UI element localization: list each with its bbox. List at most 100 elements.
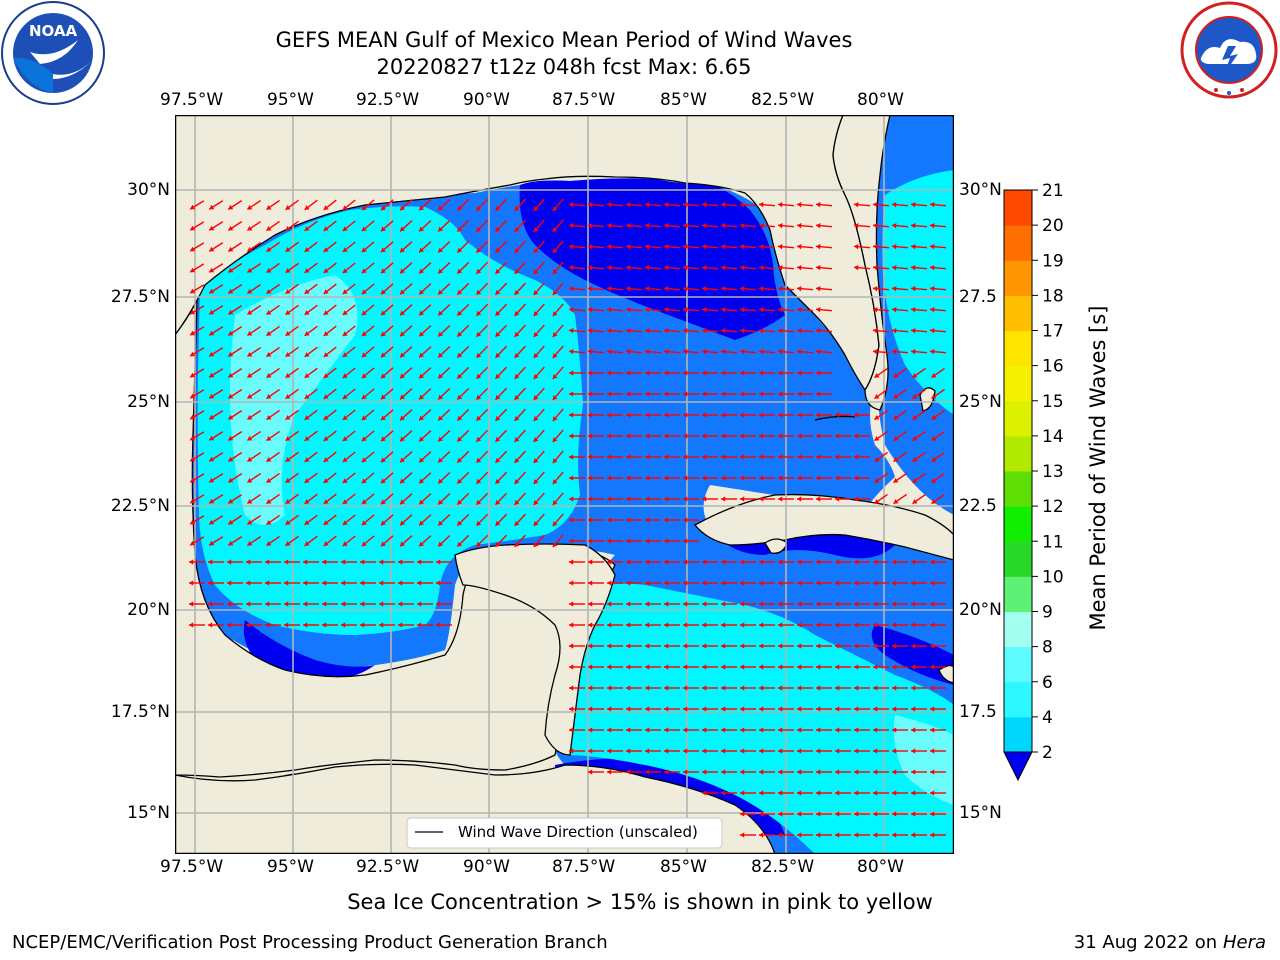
wind-wave-arrowhead xyxy=(664,517,669,523)
wind-wave-arrowhead xyxy=(514,247,520,253)
wind-wave-arrowhead xyxy=(702,664,707,670)
wind-wave-arrowhead xyxy=(930,832,935,838)
wind-wave-arrowhead xyxy=(816,328,821,334)
wind-wave-arrowhead xyxy=(721,412,726,418)
wind-wave-arrowhead xyxy=(533,248,539,253)
wind-wave-arrowhead xyxy=(228,288,234,294)
wind-wave-arrowhead xyxy=(607,643,612,649)
wind-wave-arrowhead xyxy=(702,580,707,586)
wind-wave-arrowhead xyxy=(228,372,234,378)
wind-wave-arrowhead xyxy=(683,622,688,628)
wind-wave-arrowhead xyxy=(380,247,386,253)
wind-wave-arrowhead xyxy=(854,811,859,817)
wind-wave-arrowhead xyxy=(607,370,612,376)
wind-wave-arrowhead xyxy=(892,622,897,628)
gulf-map: Wind Wave Direction (unscaled) xyxy=(175,115,954,854)
wind-wave-arrowhead xyxy=(304,478,310,483)
wind-wave-arrowhead xyxy=(438,205,444,211)
wind-wave-arrowhead xyxy=(816,349,821,355)
wind-wave-arrowhead xyxy=(873,265,878,271)
wind-wave-arrowhead xyxy=(588,517,593,523)
lon-label-top-90: 90°W xyxy=(463,90,510,110)
wind-wave-arrowhead xyxy=(607,454,612,460)
wind-wave-arrowhead xyxy=(247,204,253,210)
wind-wave-arrowhead xyxy=(569,706,574,712)
wind-wave-arrowhead xyxy=(778,349,783,355)
wind-wave-arrowhead xyxy=(228,477,234,483)
wind-wave-arrowhead xyxy=(931,498,937,504)
wind-wave-arrowhead xyxy=(816,412,821,418)
wind-wave-arrowhead xyxy=(361,205,367,211)
wind-wave-arrowhead xyxy=(930,685,935,691)
wind-wave-arrowhead xyxy=(400,457,405,463)
wind-wave-arrowhead xyxy=(816,706,821,712)
wind-wave-arrowhead xyxy=(285,373,291,378)
wind-wave-arrowhead xyxy=(816,286,821,292)
wind-wave-arrowhead xyxy=(189,559,194,565)
wind-wave-arrowhead xyxy=(721,286,726,292)
wind-wave-arrowhead xyxy=(911,265,916,271)
wind-wave-arrowhead xyxy=(702,559,707,565)
wind-wave-arrowhead xyxy=(797,391,802,397)
wind-wave-arrowhead xyxy=(835,454,840,460)
wind-wave-arrowhead xyxy=(514,226,520,232)
wind-wave-arrowhead xyxy=(664,412,669,418)
colorbar-segment xyxy=(1004,646,1032,683)
wind-wave-arrowhead xyxy=(304,520,310,525)
wind-wave-arrowhead xyxy=(266,435,272,441)
wind-wave-arrowhead xyxy=(228,393,234,399)
wind-wave-arrowhead xyxy=(759,496,764,502)
wind-wave-arrowhead xyxy=(778,244,783,250)
wind-wave-arrowhead xyxy=(816,664,821,670)
wind-wave-arrowhead xyxy=(740,790,745,796)
wind-wave-arrowhead xyxy=(892,286,897,292)
wind-wave-arrowhead xyxy=(759,328,764,334)
colorbar-segment xyxy=(1004,576,1032,612)
wind-wave-arrowhead xyxy=(683,727,688,733)
wind-wave-arrowhead xyxy=(721,601,726,607)
nws-logo xyxy=(1180,1,1278,99)
wind-wave-arrowhead xyxy=(930,307,935,313)
wind-wave-arrowhead xyxy=(740,475,745,481)
wind-wave-arrowhead xyxy=(189,601,194,607)
wind-wave-arrowhead xyxy=(569,265,574,271)
wind-wave-arrowhead xyxy=(607,307,612,313)
wind-wave-arrowhead xyxy=(645,748,650,754)
wind-wave-arrowhead xyxy=(683,706,688,712)
wind-wave-arrowhead xyxy=(514,205,520,211)
wind-wave-arrowhead xyxy=(683,412,688,418)
wind-wave-arrowhead xyxy=(228,225,234,231)
wind-wave-arrowhead xyxy=(552,437,558,443)
wind-wave-arrowhead xyxy=(911,748,916,754)
wind-wave-arrowhead xyxy=(569,391,574,397)
wind-wave-arrowhead xyxy=(400,331,405,337)
wind-wave-arrowhead xyxy=(835,685,840,691)
wind-wave-arrowhead xyxy=(607,559,612,565)
wind-wave-arrowhead xyxy=(285,415,291,420)
wind-wave-arrowhead xyxy=(835,433,840,439)
wind-wave-arrowhead xyxy=(892,244,897,250)
wind-wave-arrowhead xyxy=(645,706,650,712)
wind-wave-arrowhead xyxy=(342,289,348,295)
wind-wave-arrowhead xyxy=(361,310,367,316)
wind-wave-arrowhead xyxy=(626,559,631,565)
colorbar-segment xyxy=(1004,260,1032,296)
wind-wave-arrowhead xyxy=(740,370,745,376)
wind-wave-arrowhead xyxy=(778,559,783,565)
colorbar-segment xyxy=(1004,611,1032,648)
wind-wave-arrowhead xyxy=(759,811,764,817)
wind-wave-arrowhead xyxy=(322,580,327,586)
lat-label-left-27.5: 27.5°N xyxy=(110,287,170,307)
wind-wave-arrowhead xyxy=(419,436,425,442)
wind-wave-arrowhead xyxy=(552,353,558,359)
wind-wave-arrowhead xyxy=(419,541,425,547)
wind-wave-arrowhead xyxy=(285,289,291,294)
wind-wave-arrowhead xyxy=(514,352,520,358)
wind-wave-arrowhead xyxy=(930,349,935,355)
wind-wave-arrowhead xyxy=(607,517,612,523)
wind-wave-arrowhead xyxy=(569,349,574,355)
wind-wave-arrowhead xyxy=(588,580,593,586)
wind-wave-arrowhead xyxy=(797,307,802,313)
wind-wave-arrowhead xyxy=(873,580,878,586)
caribbean-water-cyan xyxy=(558,583,954,854)
